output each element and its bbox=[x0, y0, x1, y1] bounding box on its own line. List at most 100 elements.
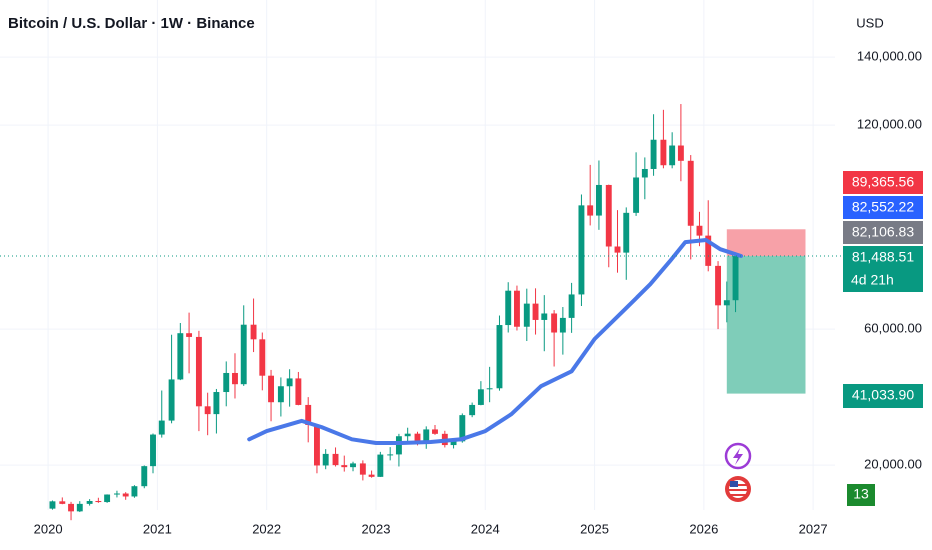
candle-body bbox=[432, 429, 438, 434]
price-axis: 20,000.00 60,000.00 120,000.00 140,000.00 20… bbox=[34, 49, 923, 536]
candle-body bbox=[68, 503, 74, 512]
candle-body bbox=[669, 145, 676, 166]
candle-body bbox=[723, 300, 730, 306]
candle-body bbox=[341, 465, 348, 468]
candle-body bbox=[587, 205, 594, 216]
x-tick-label: 2022 bbox=[252, 521, 281, 536]
candle-body bbox=[131, 486, 138, 497]
candle-body bbox=[240, 324, 247, 385]
candle-body bbox=[387, 454, 394, 456]
candle-body bbox=[377, 454, 384, 477]
candle-body bbox=[286, 378, 293, 387]
x-tick-label: 2025 bbox=[580, 521, 609, 536]
moving-average bbox=[247, 238, 743, 445]
price-label: 82,106.83 bbox=[852, 224, 914, 240]
candle-body bbox=[277, 386, 284, 403]
x-tick-label: 2020 bbox=[34, 521, 63, 536]
badge-box bbox=[847, 484, 875, 506]
y-tick-label: 120,000.00 bbox=[857, 117, 922, 132]
candle-body bbox=[177, 333, 184, 380]
price-label: 82,552.22 bbox=[852, 199, 914, 215]
candle-body bbox=[459, 415, 466, 442]
candle-body bbox=[59, 501, 66, 504]
price-label-box bbox=[843, 196, 923, 219]
price-label-box bbox=[843, 246, 923, 292]
candle-body bbox=[232, 372, 238, 385]
candle-body bbox=[113, 493, 120, 495]
candle-body bbox=[595, 184, 602, 216]
y-tick-label: 20,000.00 bbox=[864, 457, 922, 472]
candle-body bbox=[568, 294, 575, 318]
candle-body bbox=[223, 372, 230, 393]
candle-body bbox=[122, 493, 129, 497]
candle-body bbox=[532, 303, 539, 320]
candle-body bbox=[186, 333, 193, 337]
flag-icon[interactable] bbox=[725, 476, 751, 502]
flag-stripe bbox=[729, 494, 747, 496]
price-label: 89,365.56 bbox=[852, 174, 914, 190]
candle-body bbox=[423, 429, 430, 441]
candle-body bbox=[660, 139, 667, 166]
candle-body bbox=[641, 168, 648, 178]
candle-body bbox=[687, 160, 694, 226]
candle-body bbox=[404, 433, 411, 437]
candle-body bbox=[705, 235, 712, 266]
price-label-box bbox=[843, 171, 923, 194]
candle-body bbox=[250, 324, 257, 340]
candle-body bbox=[523, 303, 530, 327]
candle-body bbox=[332, 453, 339, 466]
candle-body bbox=[605, 184, 612, 247]
candle-body bbox=[141, 466, 148, 487]
candle-body bbox=[623, 212, 630, 253]
candle-body bbox=[213, 392, 220, 415]
candle-body bbox=[395, 436, 402, 455]
candle-body bbox=[104, 494, 111, 503]
x-tick-label: 2021 bbox=[143, 521, 172, 536]
target-zone bbox=[726, 256, 806, 394]
candle-body bbox=[732, 256, 739, 301]
candle-body bbox=[195, 336, 202, 407]
candle-body bbox=[650, 139, 657, 169]
stop-zone bbox=[726, 229, 806, 257]
candle-body bbox=[268, 375, 274, 403]
candle-body bbox=[559, 317, 566, 333]
candle-body bbox=[295, 378, 302, 405]
candle-body bbox=[696, 225, 703, 236]
flag-canton bbox=[730, 481, 738, 487]
x-tick-label: 2023 bbox=[362, 521, 391, 536]
candle-body bbox=[578, 205, 585, 295]
candle-body bbox=[450, 441, 457, 446]
candle-body bbox=[633, 177, 640, 213]
candle-body bbox=[677, 145, 684, 161]
candle-body bbox=[614, 246, 621, 253]
candle-body bbox=[477, 389, 484, 405]
candle-body bbox=[259, 339, 266, 376]
price-label-box bbox=[843, 221, 923, 244]
alert-icon[interactable] bbox=[724, 442, 752, 470]
candle-body bbox=[414, 433, 421, 441]
countdown: 4d 21h bbox=[851, 272, 894, 288]
candle-body bbox=[551, 313, 558, 333]
flag-stripe bbox=[729, 489, 747, 491]
x-tick-label: 2026 bbox=[689, 521, 718, 536]
candle-body bbox=[469, 404, 476, 416]
candle-body bbox=[486, 388, 493, 390]
y-tick-label: 140,000.00 bbox=[857, 49, 922, 64]
plot-area bbox=[0, 104, 845, 521]
x-tick-label: 2024 bbox=[471, 521, 500, 536]
candle-body bbox=[322, 453, 329, 466]
currency: USD bbox=[856, 15, 883, 30]
candle-body bbox=[715, 265, 722, 306]
icon-bolt bbox=[733, 448, 743, 465]
candle-body bbox=[514, 290, 520, 327]
candle-body bbox=[76, 503, 83, 512]
price-label-box bbox=[843, 384, 923, 408]
candle-body bbox=[505, 290, 512, 326]
candle-body bbox=[95, 500, 102, 503]
badge-label: 13 bbox=[853, 486, 869, 502]
candle-body bbox=[305, 404, 312, 425]
candle-body bbox=[168, 379, 175, 421]
grid bbox=[0, 0, 835, 510]
candle-body bbox=[150, 434, 156, 467]
